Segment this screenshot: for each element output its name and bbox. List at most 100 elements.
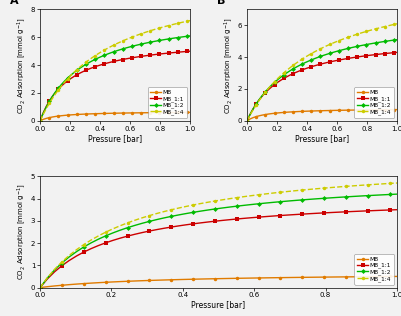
MB_1:2 bbox=[269, 83, 274, 87]
MB bbox=[132, 279, 137, 283]
MB_1:4 bbox=[169, 23, 174, 27]
MB bbox=[254, 115, 259, 118]
MB_1:4 bbox=[118, 224, 123, 228]
MB_1:2 bbox=[322, 196, 326, 200]
MB_1:4 bbox=[278, 190, 283, 194]
MB_1:1 bbox=[373, 209, 378, 212]
MB bbox=[183, 277, 188, 281]
MB_1:2 bbox=[220, 206, 225, 210]
MB bbox=[376, 108, 381, 112]
MB_1:1 bbox=[59, 84, 64, 88]
MB bbox=[38, 119, 43, 123]
MB bbox=[309, 109, 314, 113]
MB_1:1 bbox=[278, 214, 283, 217]
MB_1:2 bbox=[190, 210, 195, 214]
MB_1:2 bbox=[344, 195, 348, 199]
MB bbox=[81, 112, 85, 116]
MB_1:4 bbox=[184, 19, 189, 23]
MB bbox=[365, 275, 370, 279]
MB_1:2 bbox=[379, 40, 384, 44]
MB_1:1 bbox=[124, 57, 128, 61]
MB_1:1 bbox=[370, 53, 375, 57]
MB_1:1 bbox=[145, 54, 150, 58]
MB_1:4 bbox=[140, 216, 144, 220]
MB_1:2 bbox=[336, 49, 341, 53]
MB bbox=[65, 113, 70, 117]
MB bbox=[340, 108, 344, 112]
MB_1:4 bbox=[272, 80, 277, 83]
MB_1:2 bbox=[182, 35, 186, 39]
Line: MB: MB bbox=[245, 108, 399, 122]
MB bbox=[379, 108, 384, 112]
MB_1:4 bbox=[324, 44, 329, 48]
MB_1:1 bbox=[389, 51, 393, 55]
MB_1:1 bbox=[83, 68, 88, 72]
MB_1:4 bbox=[47, 101, 52, 105]
MB_1:2 bbox=[227, 205, 232, 209]
MB_1:4 bbox=[234, 196, 239, 199]
MB_1:4 bbox=[111, 43, 116, 47]
MB bbox=[44, 117, 49, 120]
Line: MB_1:4: MB_1:4 bbox=[38, 19, 192, 122]
MB_1:1 bbox=[50, 94, 55, 98]
MB_1:2 bbox=[355, 45, 360, 48]
MB_1:1 bbox=[329, 211, 334, 215]
MB_1:2 bbox=[380, 193, 385, 197]
MB bbox=[77, 112, 82, 116]
MB_1:2 bbox=[108, 51, 113, 55]
MB bbox=[62, 113, 67, 117]
MB_1:4 bbox=[391, 22, 396, 26]
MB_1:2 bbox=[358, 194, 363, 198]
MB bbox=[333, 108, 338, 112]
MB bbox=[96, 112, 101, 116]
MB_1:1 bbox=[271, 214, 275, 218]
MB_1:1 bbox=[251, 107, 255, 111]
X-axis label: Pressure [bar]: Pressure [bar] bbox=[192, 301, 245, 309]
MB_1:1 bbox=[68, 77, 73, 81]
MB bbox=[346, 108, 350, 112]
MB bbox=[157, 111, 162, 114]
MB bbox=[321, 109, 326, 112]
MB_1:1 bbox=[182, 50, 186, 54]
MB_1:1 bbox=[147, 229, 152, 233]
MB_1:2 bbox=[126, 45, 131, 49]
MB_1:1 bbox=[376, 52, 381, 56]
MB_1:2 bbox=[59, 261, 64, 265]
MB_1:4 bbox=[309, 52, 314, 56]
MB_1:1 bbox=[293, 213, 298, 216]
MB_1:4 bbox=[249, 194, 254, 198]
MB_1:2 bbox=[351, 195, 356, 198]
MB bbox=[391, 108, 396, 112]
MB_1:4 bbox=[284, 68, 289, 72]
MB_1:4 bbox=[198, 202, 203, 205]
MB_1:2 bbox=[74, 250, 79, 253]
MB_1:1 bbox=[373, 53, 378, 57]
MB bbox=[68, 113, 73, 117]
MB_1:4 bbox=[282, 71, 286, 75]
Line: MB_1:2: MB_1:2 bbox=[245, 38, 399, 122]
Line: MB_1:1: MB_1:1 bbox=[38, 208, 399, 289]
MB bbox=[205, 277, 210, 281]
MB_1:2 bbox=[303, 61, 308, 64]
MB_1:2 bbox=[278, 75, 283, 79]
MB_1:1 bbox=[111, 60, 116, 64]
MB_1:4 bbox=[175, 21, 180, 25]
MB bbox=[349, 108, 354, 112]
MB_1:4 bbox=[178, 21, 183, 25]
MB bbox=[307, 275, 312, 279]
MB_1:1 bbox=[38, 286, 43, 289]
MB_1:2 bbox=[387, 192, 392, 196]
MB_1:4 bbox=[220, 198, 225, 202]
MB_1:4 bbox=[154, 212, 159, 216]
MB_1:1 bbox=[198, 221, 203, 225]
MB bbox=[269, 112, 274, 116]
MB_1:1 bbox=[67, 258, 72, 262]
Legend: MB, MB_1:1, MB_1:2, MB_1:4: MB, MB_1:1, MB_1:2, MB_1:4 bbox=[354, 254, 394, 285]
MB_1:4 bbox=[96, 234, 101, 238]
MB_1:4 bbox=[293, 189, 298, 193]
MB_1:2 bbox=[162, 216, 166, 220]
MB_1:4 bbox=[126, 36, 131, 40]
MB bbox=[318, 109, 323, 112]
MB_1:1 bbox=[188, 49, 192, 53]
MB_1:4 bbox=[74, 248, 79, 252]
